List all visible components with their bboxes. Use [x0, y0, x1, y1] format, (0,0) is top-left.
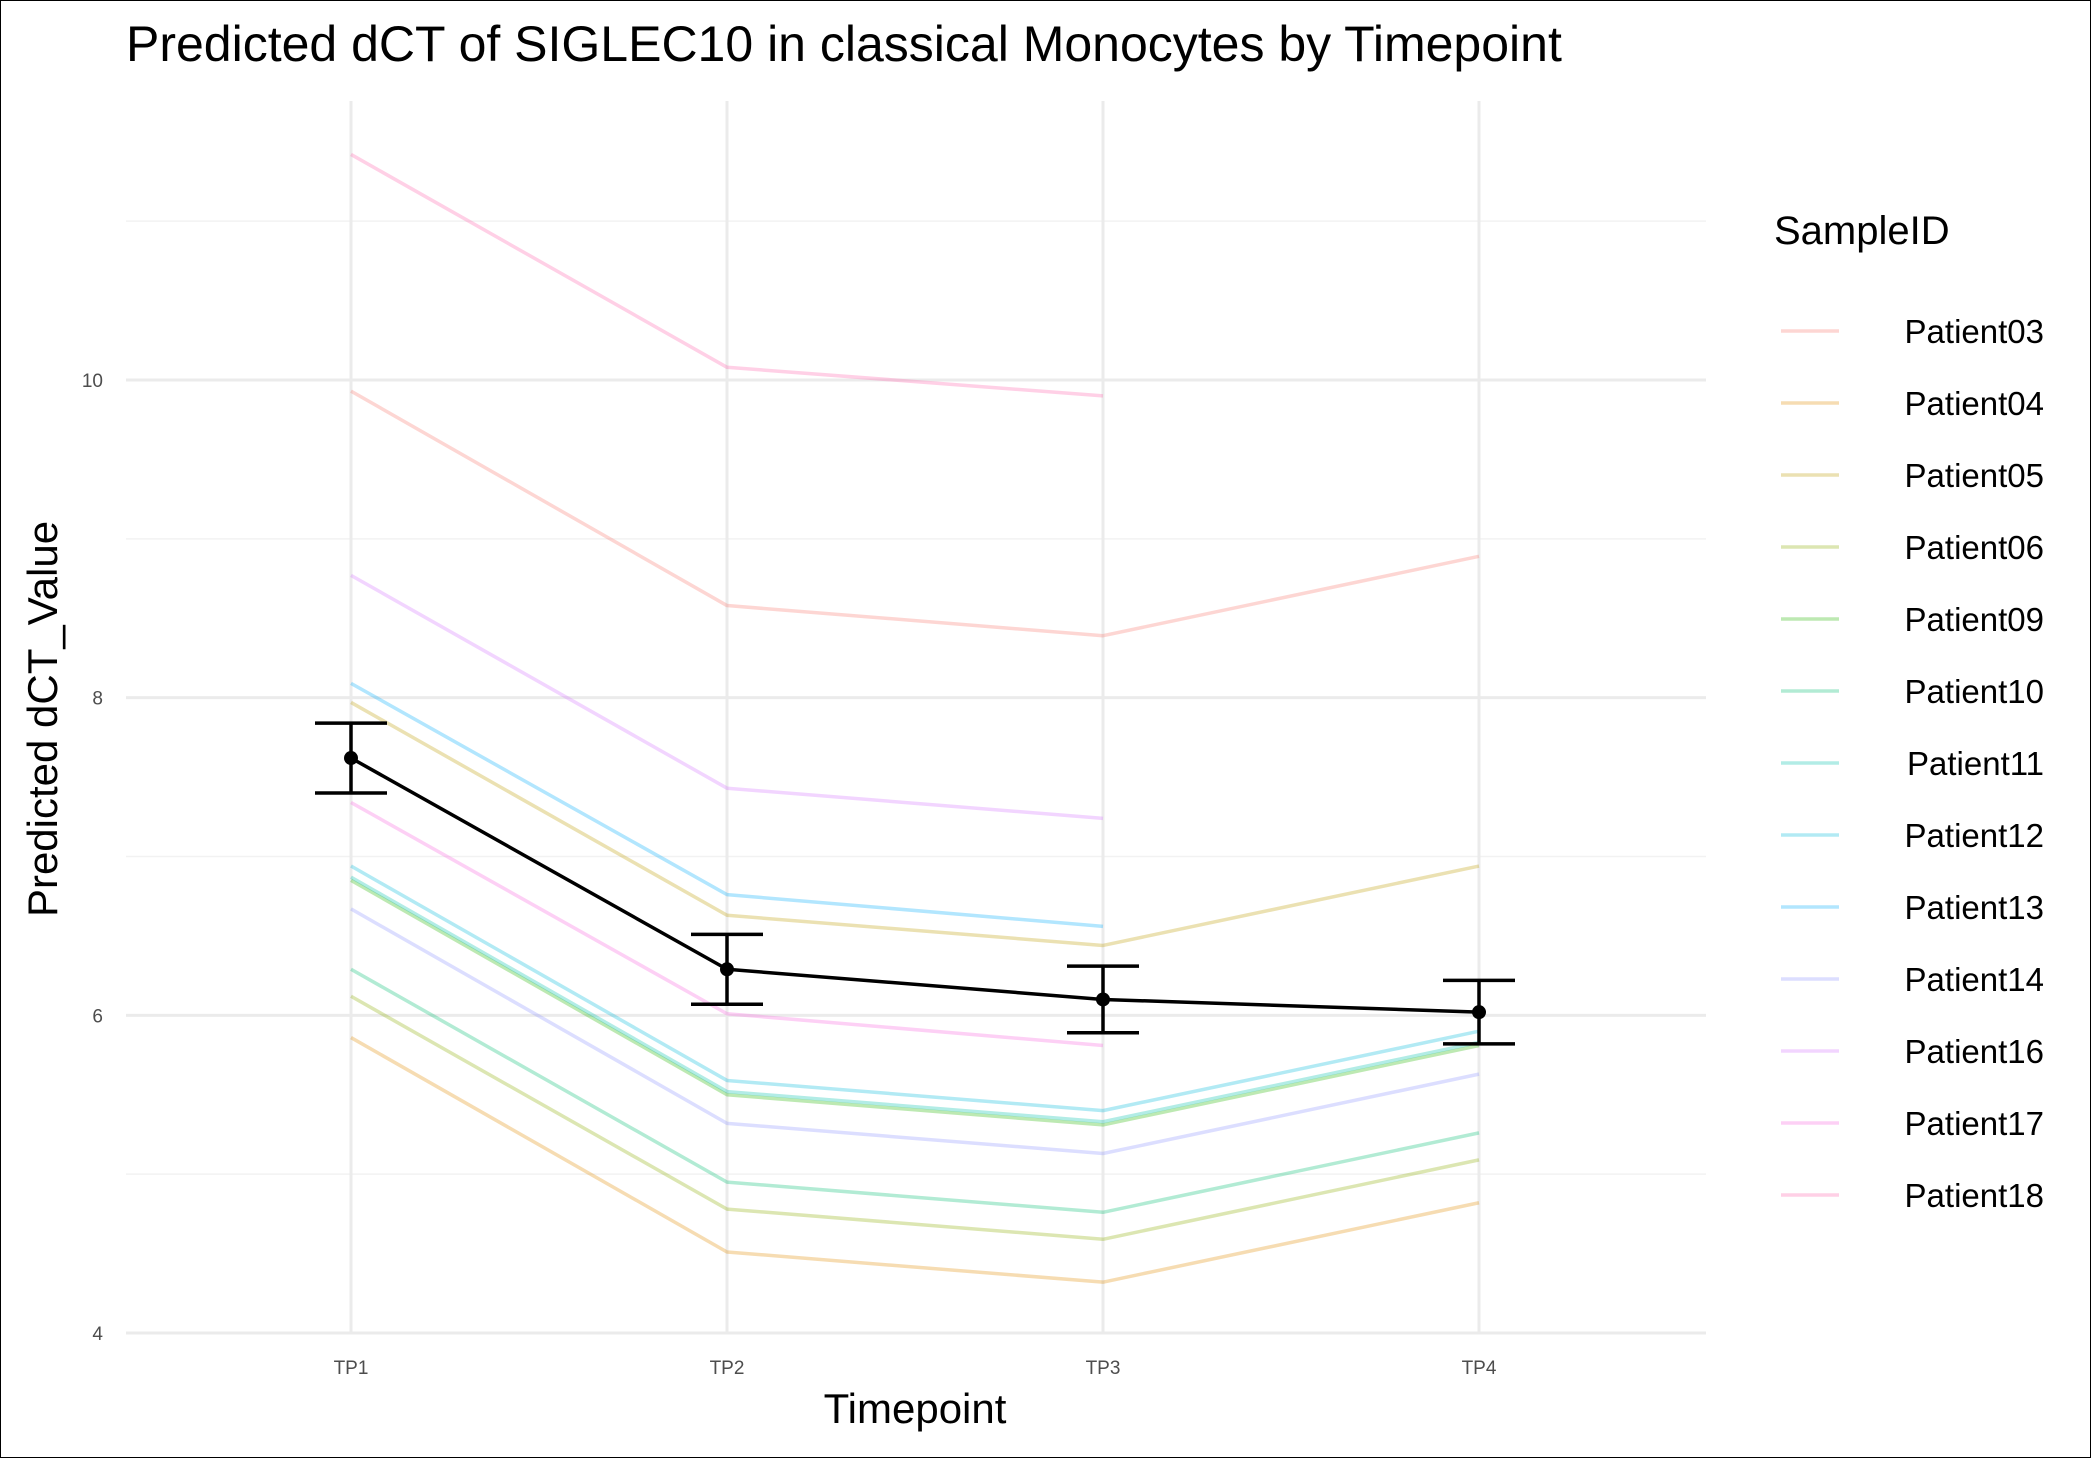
- series-line-patient11: [350, 875, 1480, 1124]
- series-line-patient10: [350, 967, 1480, 1215]
- grid: [126, 101, 1706, 1335]
- y-tick-label: 10: [82, 371, 103, 392]
- legend-item-patient16: Patient16: [1781, 1033, 2044, 1070]
- legend-label: Patient09: [1905, 601, 2044, 638]
- x-tick-label: TP1: [334, 1358, 369, 1379]
- legend-label: Patient18: [1905, 1177, 2044, 1214]
- legend-label: Patient17: [1905, 1105, 2044, 1142]
- series-line-patient14: [350, 907, 1480, 1156]
- mean-point: [344, 751, 358, 766]
- chart-title: Predicted dCT of SIGLEC10 in classical M…: [126, 16, 1562, 72]
- legend: SampleID Patient03Patient04Patient05Pati…: [1774, 209, 2044, 1214]
- series-line-patient03: [350, 389, 1480, 638]
- series-lines: [350, 152, 1480, 1284]
- legend-item-patient04: Patient04: [1781, 385, 2044, 422]
- legend-item-patient14: Patient14: [1781, 961, 2044, 998]
- legend-label: Patient11: [1907, 745, 2044, 782]
- y-tick-label: 4: [92, 1324, 103, 1345]
- x-axis-title: Timepoint: [824, 1385, 1007, 1432]
- legend-label: Patient16: [1905, 1033, 2044, 1070]
- mean-line: [350, 756, 1480, 1014]
- legend-item-patient03: Patient03: [1781, 313, 2044, 350]
- legend-label: Patient10: [1905, 673, 2044, 710]
- mean-point: [720, 962, 734, 977]
- legend-item-patient18: Patient18: [1781, 1177, 2044, 1214]
- y-axis-ticks: 4 6 8 10: [82, 371, 104, 1345]
- mean-series: [315, 721, 1515, 1046]
- legend-label: Patient05: [1905, 457, 2044, 494]
- legend-label: Patient03: [1905, 313, 2044, 350]
- legend-label: Patient12: [1905, 817, 2044, 854]
- y-axis-title: Predicted dCT_Value: [19, 521, 66, 917]
- series-line-patient09: [350, 878, 1480, 1127]
- legend-label: Patient13: [1905, 889, 2044, 926]
- series-line-patient06: [350, 994, 1480, 1242]
- legend-label: Patient14: [1905, 961, 2044, 998]
- legend-title: SampleID: [1774, 209, 1950, 253]
- x-axis-ticks: TP1 TP2 TP3 TP4: [334, 1358, 1497, 1379]
- x-tick-label: TP3: [1086, 1358, 1121, 1379]
- mean-point: [1096, 992, 1110, 1007]
- legend-item-patient05: Patient05: [1781, 457, 2044, 494]
- legend-label: Patient06: [1905, 529, 2044, 566]
- series-line-patient13: [350, 681, 1104, 929]
- legend-items: Patient03 Patient04 Patient05 Patient06 Pati…: [1781, 313, 2044, 1214]
- legend-item-patient17: Patient17: [1781, 1105, 2044, 1142]
- series-line-patient04: [350, 1036, 1480, 1284]
- legend-label: Patient04: [1905, 385, 2044, 422]
- legend-item-patient10: Patient10: [1781, 673, 2044, 710]
- x-tick-label: TP2: [710, 1358, 745, 1379]
- x-tick-label: TP4: [1462, 1358, 1497, 1379]
- series-line-patient16: [350, 573, 1104, 821]
- mean-point: [1472, 1005, 1486, 1020]
- legend-item-patient06: Patient06: [1781, 529, 2044, 566]
- series-line-patient17: [350, 800, 1104, 1048]
- series-line-patient12: [350, 864, 1480, 1113]
- legend-item-patient09: Patient09: [1781, 601, 2044, 638]
- y-tick-label: 6: [92, 1006, 103, 1027]
- legend-item-patient12: Patient12: [1781, 817, 2044, 854]
- series-line-patient05: [350, 700, 1480, 948]
- series-line-patient18: [350, 152, 1104, 398]
- y-tick-label: 8: [92, 689, 103, 710]
- legend-item-patient11: Patient11: [1781, 745, 2044, 782]
- legend-item-patient13: Patient13: [1781, 889, 2044, 926]
